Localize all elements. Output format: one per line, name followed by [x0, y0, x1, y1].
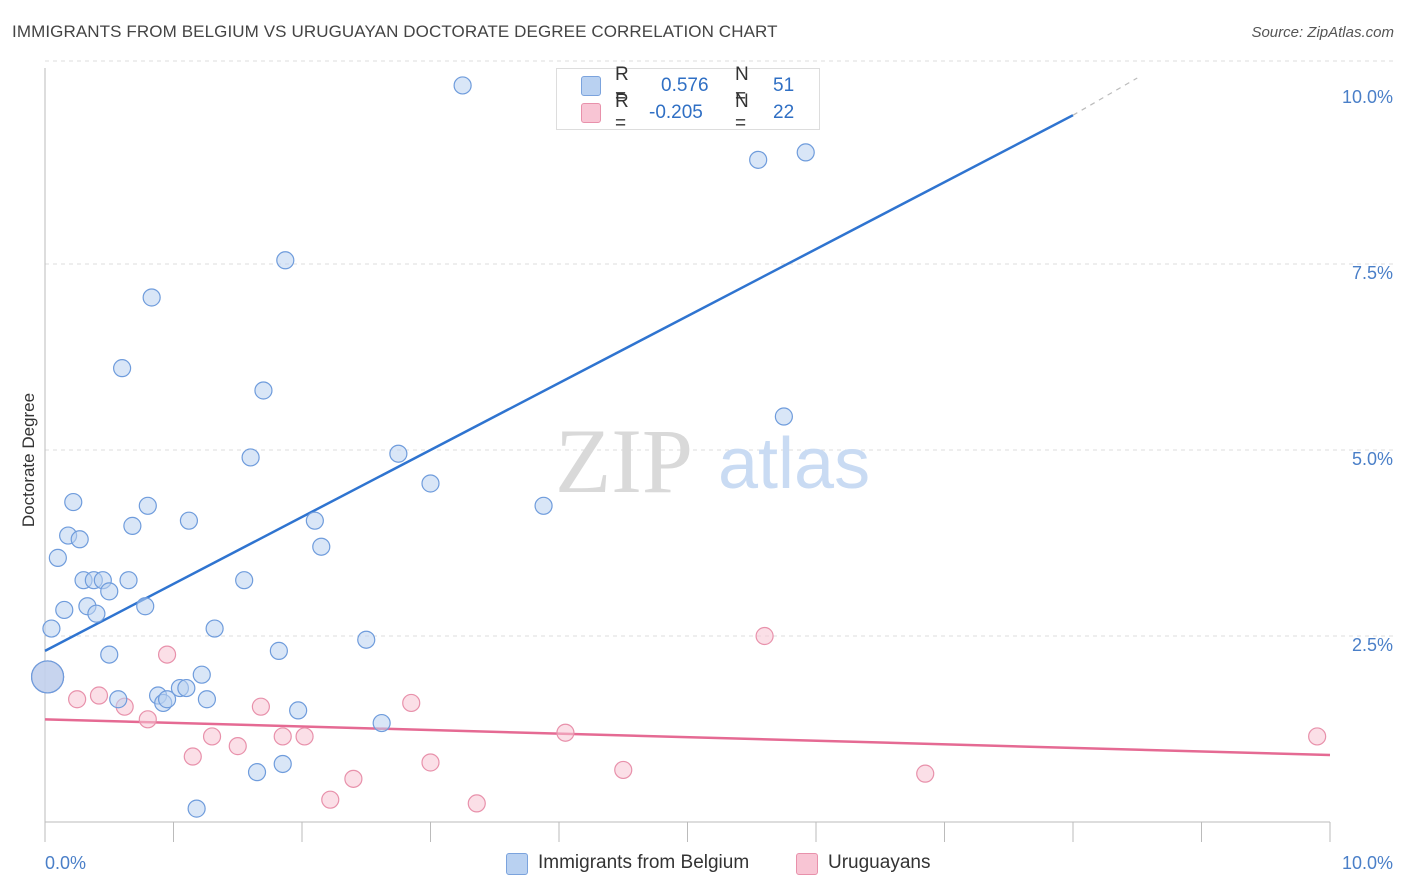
point-belgium: [241, 448, 260, 467]
point-belgium: [157, 690, 177, 709]
point-belgium: [70, 530, 89, 549]
chart-title: IMMIGRANTS FROM BELGIUM VS URUGUAYAN DOC…: [12, 22, 778, 41]
trend-line-belgium-extension: [1072, 77, 1138, 116]
point-belgium: [187, 799, 206, 818]
point-belgium: [55, 600, 74, 620]
point-uruguayans: [614, 760, 633, 780]
point-belgium: [276, 251, 295, 270]
source-label: Source: ZipAtlas.com: [1251, 24, 1394, 41]
point-belgium: [205, 619, 224, 638]
y-tick-label: 2.5%: [1352, 635, 1393, 655]
point-belgium: [100, 645, 119, 664]
point-belgium: [100, 582, 119, 601]
point-belgium: [138, 496, 157, 515]
y-tick-label: 5.0%: [1352, 449, 1393, 469]
legend-r-value: 0.576: [661, 75, 709, 96]
point-belgium: [192, 665, 211, 684]
legend-r-label: R =: [615, 91, 629, 134]
point-belgium: [42, 619, 61, 638]
point-belgium: [179, 511, 199, 530]
trend-lines: [44, 77, 1331, 757]
x-tick-label: 10.0%: [1342, 853, 1393, 873]
point-belgium: [109, 690, 128, 709]
watermark-zip: ZIP: [555, 410, 693, 512]
point-belgium: [177, 678, 196, 698]
point-belgium: [136, 597, 155, 616]
point-belgium: [64, 492, 83, 512]
legend-n-value: 22: [773, 102, 795, 123]
grid-lines: [45, 60, 1395, 637]
point-uruguayans: [89, 686, 109, 705]
point-belgium: [273, 754, 292, 774]
x-tick-label: 0.0%: [45, 853, 86, 873]
point-belgium: [774, 407, 793, 426]
point-belgium: [312, 537, 331, 556]
point-belgium: [534, 496, 553, 515]
point-uruguayans: [183, 747, 202, 766]
legend-n-label: N =: [735, 91, 749, 134]
axes: [44, 68, 1331, 842]
legend-n-value: 51: [773, 75, 795, 96]
point-uruguayans: [344, 769, 363, 788]
point-belgium: [87, 604, 106, 623]
bottom-legend-label-uruguayans: Uruguayans: [828, 852, 931, 873]
point-belgium: [254, 381, 273, 400]
point-uruguayans: [402, 693, 421, 713]
point-belgium: [235, 571, 254, 590]
point-belgium: [48, 548, 67, 567]
tick-labels: 2.5% 5.0% 7.5% 10.0% 0.0% 10.0%: [45, 87, 1393, 873]
point-uruguayans: [202, 727, 222, 746]
point-uruguayans: [68, 690, 87, 709]
legend-swatch-belgium: [581, 76, 601, 96]
point-belgium: [289, 701, 308, 720]
point-belgium: [389, 444, 408, 463]
point-uruguayans: [138, 710, 157, 729]
stats-legend: R = 0.576 N = 51 R = -0.205 N = 22: [556, 64, 820, 134]
bottom-legend-swatch-uruguayans: [796, 853, 818, 875]
point-uruguayans: [228, 737, 247, 756]
y-axis-label: Doctorate Degree: [19, 393, 38, 527]
point-uruguayans: [273, 727, 292, 746]
point-uruguayans: [1308, 727, 1327, 746]
point-belgium: [30, 660, 65, 694]
legend-r-value: -0.205: [649, 102, 703, 123]
point-belgium: [357, 630, 376, 649]
point-belgium: [269, 641, 288, 660]
point-belgium: [112, 359, 132, 378]
point-belgium: [796, 143, 815, 162]
point-belgium: [123, 516, 142, 535]
trend-line-belgium: [44, 114, 1074, 652]
point-belgium: [197, 690, 217, 709]
point-belgium: [247, 763, 267, 782]
point-uruguayans: [321, 790, 340, 809]
point-uruguayans: [755, 626, 774, 646]
bottom-legend-label-belgium: Immigrants from Belgium: [538, 852, 750, 873]
point-belgium: [372, 713, 391, 733]
point-belgium: [305, 511, 324, 530]
data-points: [30, 76, 1327, 818]
legend-swatch-uruguayans: [581, 103, 601, 123]
point-belgium: [142, 288, 161, 307]
point-uruguayans: [251, 697, 270, 716]
point-uruguayans: [421, 753, 440, 772]
watermark-atlas: atlas: [718, 424, 870, 504]
bottom-legend-swatch-belgium: [506, 853, 528, 875]
point-belgium: [421, 474, 440, 493]
legend-n-label: N =: [735, 64, 749, 107]
point-uruguayans: [295, 727, 314, 746]
point-uruguayans: [556, 723, 575, 742]
point-uruguayans: [916, 764, 935, 783]
y-tick-label: 10.0%: [1342, 87, 1393, 107]
point-belgium: [119, 571, 138, 590]
legend-r-label: R =: [615, 64, 629, 107]
point-uruguayans: [157, 645, 177, 664]
y-tick-label: 7.5%: [1352, 263, 1393, 283]
point-belgium: [453, 76, 472, 95]
trend-line-uruguayans: [44, 718, 1331, 757]
point-belgium: [749, 150, 768, 169]
point-uruguayans: [467, 794, 486, 813]
watermark: ZIP atlas: [555, 410, 870, 512]
